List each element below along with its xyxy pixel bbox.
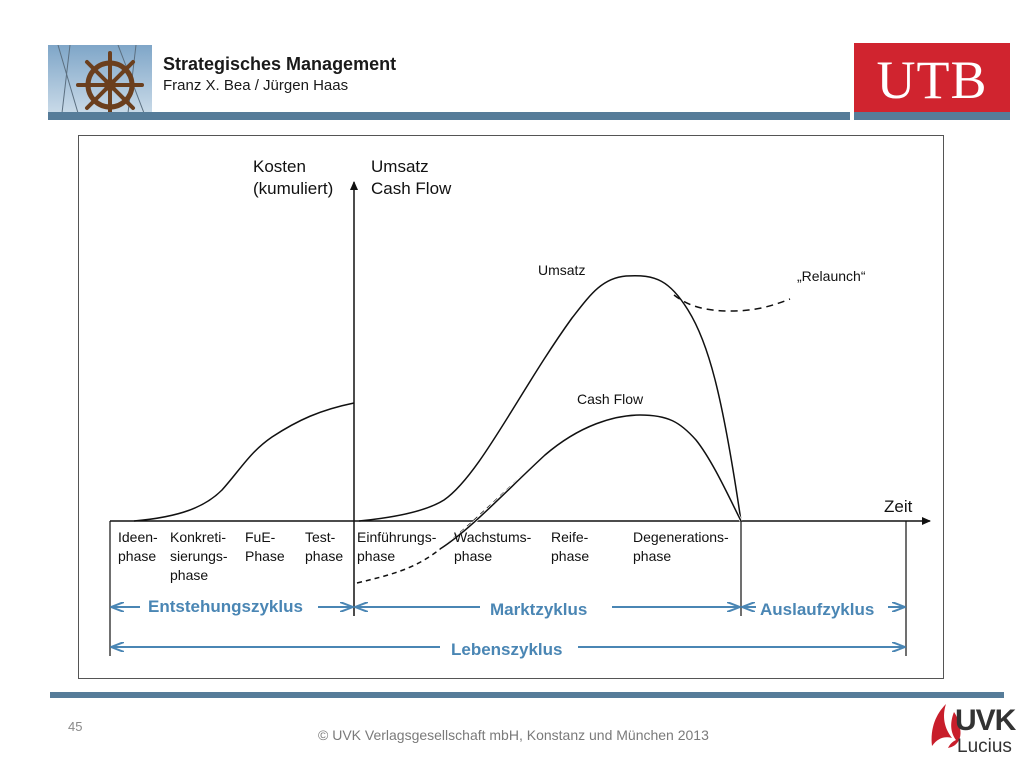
copyright-notice: © UVK Verlagsgesellschaft mbH, Konstanz … bbox=[318, 727, 709, 743]
cycle-label-entstehung: Entstehungszyklus bbox=[146, 597, 305, 617]
lucius-logo-text: Lucius bbox=[957, 736, 1012, 757]
header-divider bbox=[48, 112, 850, 120]
uvk-logo-text: UVK bbox=[955, 704, 1016, 737]
page-number: 45 bbox=[68, 719, 83, 734]
presentation-authors: Franz X. Bea / Jürgen Haas bbox=[163, 77, 349, 94]
utb-logo: UTB bbox=[854, 43, 1010, 119]
cycle-label-markt: Marktzyklus bbox=[488, 600, 590, 620]
y-axis-label-umsatz-cashflow: Umsatz Cash Flow bbox=[371, 157, 452, 198]
cycle-label-auslauf: Auslaufzyklus bbox=[758, 600, 877, 620]
x-axis-label-zeit: Zeit bbox=[884, 497, 913, 516]
cost-curve bbox=[133, 402, 355, 522]
relaunch-curve bbox=[673, 294, 791, 312]
umsatz-curve-label: Umsatz bbox=[538, 262, 586, 278]
phase-konkretisierung: Konkreti-sierungs-phase bbox=[170, 529, 228, 583]
uvk-sail-icon bbox=[931, 704, 961, 748]
y-axis-label-kosten: Kosten (kumuliert) bbox=[253, 157, 334, 198]
footer-divider bbox=[50, 692, 1004, 698]
cash-flow-curve-label: Cash Flow bbox=[577, 391, 644, 407]
phase-einfuehrung: Einführungs-phase bbox=[357, 529, 437, 564]
umsatz-curve bbox=[358, 274, 742, 522]
phase-ideen: Ideen-phase bbox=[118, 529, 158, 564]
uvk-lucius-logo: UVK Lucius bbox=[920, 700, 1016, 762]
utb-logo-underline bbox=[854, 112, 1010, 120]
phase-fue: FuE- Phase bbox=[245, 529, 285, 564]
phase-test: Test-phase bbox=[305, 529, 344, 564]
utb-logo-text: UTB bbox=[876, 50, 988, 110]
presentation-title: Strategisches Management bbox=[163, 54, 397, 74]
cycle-label-leben: Lebenszyklus bbox=[449, 640, 565, 660]
cash-flow-curve-solid bbox=[439, 414, 742, 550]
phase-degeneration: Degenerations-phase bbox=[633, 529, 729, 564]
phase-reife: Reife-phase bbox=[551, 529, 590, 564]
header-photo-ship-wheel bbox=[48, 45, 152, 113]
diagram-frame bbox=[78, 135, 944, 679]
relaunch-label: „Relaunch“ bbox=[797, 268, 866, 284]
phase-wachstum: Wachstums-phase bbox=[454, 529, 532, 564]
